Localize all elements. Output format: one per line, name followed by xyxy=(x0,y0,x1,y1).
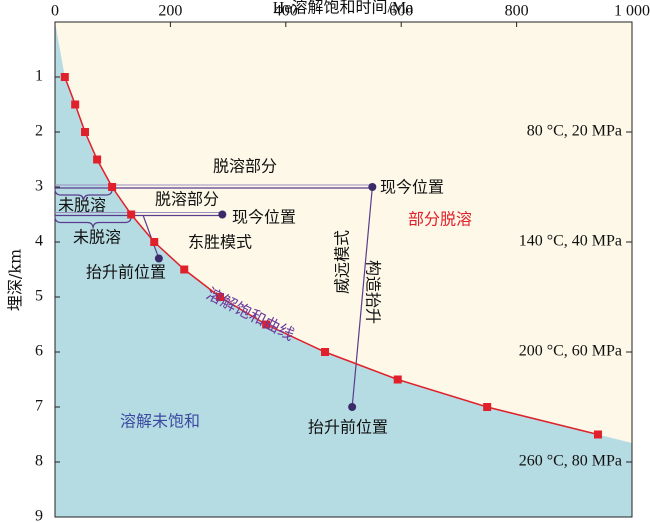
annotation: 抬升前位置 xyxy=(308,418,388,437)
annotation: 脱溶部分 xyxy=(155,190,219,209)
y-tick-label: 1 xyxy=(35,68,43,85)
y-tick-label: 7 xyxy=(35,398,43,415)
y2-tick-label: 200 °C, 60 MPa xyxy=(519,343,622,360)
y-tick-label: 5 xyxy=(35,288,43,305)
curve-point xyxy=(180,265,189,274)
brace xyxy=(54,216,132,229)
y2-tick-label: 80 °C, 20 MPa xyxy=(527,123,622,140)
saturation-curve xyxy=(64,76,599,436)
x-tick-label: 600 xyxy=(389,3,413,20)
annotation: 溶解未饱和 xyxy=(120,412,200,431)
x-tick-label: 200 xyxy=(158,3,182,20)
y-tick-label: 2 xyxy=(35,123,43,140)
position-marker xyxy=(368,183,377,191)
y-tick-label: 9 xyxy=(35,508,43,523)
annotation: 现今位置 xyxy=(232,208,296,227)
y-label: 埋深/km xyxy=(6,249,25,311)
annotation: 未脱溶 xyxy=(73,228,121,247)
x-tick-label: 800 xyxy=(505,3,529,20)
curve-point xyxy=(262,320,271,329)
y-tick-label: 4 xyxy=(35,233,43,250)
annotation: 东胜模式 xyxy=(188,233,252,252)
unsaturated-region xyxy=(55,22,632,517)
curve-point xyxy=(93,155,102,164)
annotation: 未脱溶 xyxy=(58,196,106,215)
x-tick-label: 1 000 xyxy=(614,3,650,20)
uplift-line xyxy=(351,186,373,408)
chart-title: He溶解饱和时间/Ma xyxy=(273,0,413,17)
curve-point xyxy=(321,348,330,356)
curve-point xyxy=(593,430,602,439)
curve-point xyxy=(393,375,402,384)
curve-point xyxy=(108,183,117,191)
curve-point xyxy=(216,293,225,301)
annotation: 构造抬升 xyxy=(364,260,383,324)
position-marker xyxy=(348,403,357,411)
plot-frame xyxy=(54,21,633,518)
annotation: 现今位置 xyxy=(380,178,444,197)
y2-tick-label: 140 °C, 40 MPa xyxy=(519,233,622,250)
annotation: 抬升前位置 xyxy=(86,263,166,282)
x-tick-label: 400 xyxy=(274,3,298,20)
y2-tick-label: 260 °C, 80 MPa xyxy=(519,453,622,470)
position-marker xyxy=(154,254,163,263)
annotation: 部分脱溶 xyxy=(408,210,472,229)
position-marker xyxy=(218,210,227,219)
curve-point xyxy=(81,128,90,136)
brace xyxy=(54,188,113,202)
curve-point xyxy=(127,210,136,219)
curve-point xyxy=(71,100,80,109)
y-tick-label: 6 xyxy=(35,343,43,360)
annotation: 脱溶部分 xyxy=(213,157,277,176)
y-tick-label: 8 xyxy=(35,453,43,470)
annotation: 威远模式 xyxy=(333,230,352,294)
y-tick-label: 3 xyxy=(35,178,43,195)
x-tick-label: 0 xyxy=(51,3,59,20)
curve-point xyxy=(483,403,492,411)
curve-point xyxy=(60,73,69,81)
curve-point xyxy=(150,238,159,246)
